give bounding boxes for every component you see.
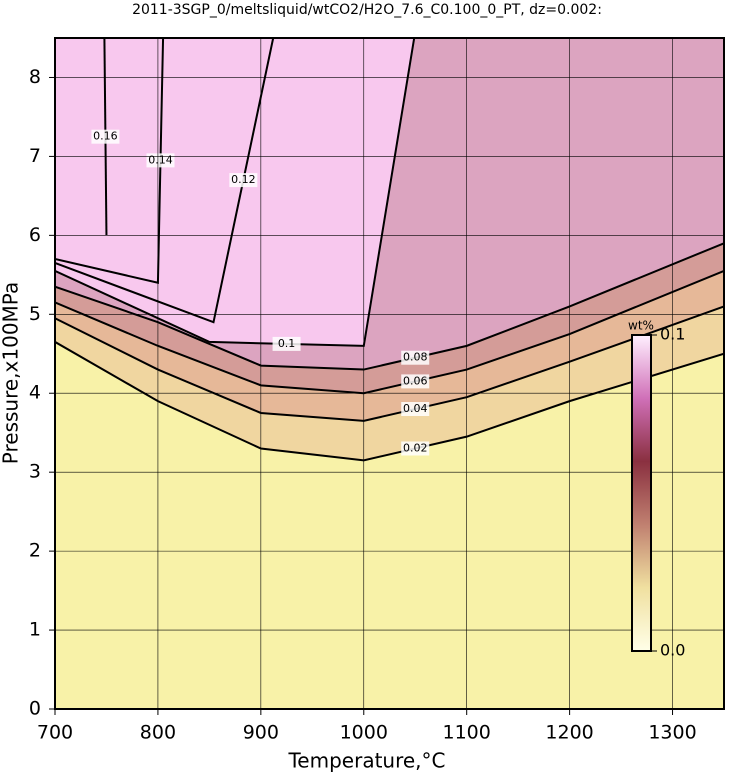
y-tick-label: 8 xyxy=(29,66,41,88)
y-tick-label: 4 xyxy=(29,382,41,404)
colorbar xyxy=(631,334,652,652)
x-axis-label: Temperature,°C xyxy=(287,749,445,773)
contour-label: 0.08 xyxy=(403,351,428,364)
contour-label: 0.16 xyxy=(93,130,118,143)
x-tick-label: 900 xyxy=(243,722,279,744)
x-tick-label: 1100 xyxy=(443,722,491,744)
x-tick-label: 1200 xyxy=(545,722,593,744)
contour-label: 0.04 xyxy=(403,402,428,415)
plot-frame xyxy=(54,37,725,710)
contour-label-bg xyxy=(272,336,301,351)
overlay: 700 800 900 1000 1100 1200 1300012345678wt%0.0… xyxy=(29,37,725,744)
x-tick-label: 1000 xyxy=(340,722,388,744)
contour-label-bg xyxy=(401,402,430,417)
y-axis-label: Pressure,x100MPa xyxy=(0,282,23,464)
x-tick-label: 1300 xyxy=(648,722,696,744)
contour-label: 0.14 xyxy=(148,153,173,166)
contour-label: 0.02 xyxy=(403,441,428,454)
contour-line xyxy=(55,38,275,324)
y-tick-label: 2 xyxy=(29,540,41,562)
colorbar-tick-label: 0.1 xyxy=(660,325,685,344)
contour-label-bg xyxy=(401,350,430,365)
y-tick-label: 1 xyxy=(29,619,41,641)
contour-label-bg xyxy=(91,129,120,144)
y-tick-label: 5 xyxy=(29,303,41,325)
contour-label-bg xyxy=(401,441,430,456)
contour-label-bg xyxy=(401,374,430,389)
x-tick-label: 800 xyxy=(140,722,176,744)
contour-label: 0.06 xyxy=(403,374,428,387)
y-tick-label: 3 xyxy=(29,461,41,483)
colorbar-tick-label: 0.0 xyxy=(660,641,685,660)
y-tick-label: 7 xyxy=(29,145,41,167)
contour-label: 0.1 xyxy=(278,337,296,350)
contour-label-bg xyxy=(146,153,175,168)
chart-title: 2011-3SGP_0/meltsliquid/wtCO2/H2O_7.6_C0… xyxy=(132,2,602,18)
colorbar-label: wt% xyxy=(628,319,654,333)
x-tick-label: 700 xyxy=(37,722,73,744)
plot-area: 0.02 0.04 0.06 0.08 0.1 0.12 0.14 0.16 xyxy=(55,38,724,709)
y-tick-label: 0 xyxy=(29,698,41,720)
y-tick-label: 6 xyxy=(29,224,41,246)
contour-fill xyxy=(55,38,724,346)
contour-label-bg xyxy=(229,173,258,188)
contour-label: 0.12 xyxy=(231,173,256,186)
